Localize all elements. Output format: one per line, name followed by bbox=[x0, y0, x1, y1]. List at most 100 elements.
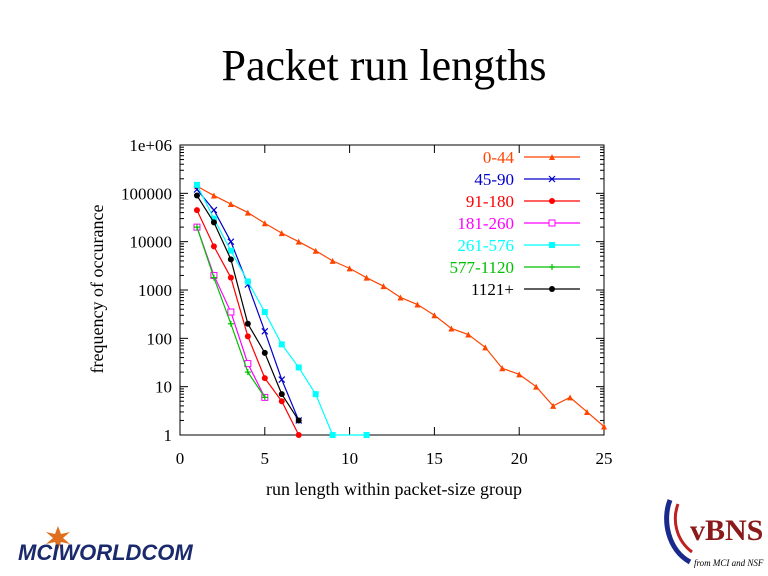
data-point bbox=[193, 181, 200, 188]
data-point bbox=[363, 432, 370, 438]
data-point bbox=[210, 215, 217, 222]
data-point bbox=[244, 278, 251, 285]
series-line bbox=[196, 184, 367, 436]
data-point bbox=[295, 417, 302, 424]
data-point bbox=[244, 320, 251, 327]
legend-marker bbox=[548, 219, 556, 227]
legend-marker bbox=[549, 286, 555, 292]
legend-marker bbox=[549, 242, 555, 248]
swoosh-icon bbox=[664, 499, 692, 565]
data-point bbox=[210, 219, 217, 226]
star-burst-icon bbox=[46, 526, 70, 550]
legend-label: 577-1120 bbox=[449, 258, 514, 277]
data-point bbox=[448, 325, 455, 332]
series-45-90 bbox=[193, 186, 303, 424]
x-tick-label: 15 bbox=[426, 449, 443, 468]
legend-marker bbox=[549, 264, 555, 270]
series-261-576 bbox=[193, 181, 370, 438]
data-point bbox=[261, 327, 269, 335]
data-point bbox=[227, 274, 234, 281]
slide-title: Packet run lengths bbox=[221, 41, 547, 90]
data-point bbox=[227, 238, 235, 246]
legend-label: 181-260 bbox=[457, 214, 514, 233]
data-point bbox=[312, 391, 319, 398]
y-tick-label: 1e+06 bbox=[129, 136, 172, 155]
data-point bbox=[210, 206, 218, 214]
data-point bbox=[295, 238, 302, 245]
data-point bbox=[533, 383, 540, 390]
legend-label: 45-90 bbox=[474, 170, 514, 189]
data-point bbox=[329, 257, 336, 264]
series-line bbox=[196, 195, 300, 421]
x-tick-label: 0 bbox=[176, 449, 185, 468]
y-axis-label: frequency of occurance bbox=[87, 205, 107, 374]
data-point bbox=[312, 247, 319, 254]
data-point bbox=[227, 308, 235, 316]
vbns-logo: vBNS from MCI and NSF bbox=[664, 499, 764, 568]
data-point bbox=[465, 331, 472, 338]
x-tick-label: 5 bbox=[261, 449, 270, 468]
data-series bbox=[193, 181, 607, 438]
legend: 0-44 45-90 91-180 181-260 261-576 577-1120 112… bbox=[449, 148, 580, 299]
data-point bbox=[244, 369, 251, 376]
data-point bbox=[431, 312, 438, 319]
data-point bbox=[295, 364, 302, 371]
data-point bbox=[278, 398, 285, 405]
data-point bbox=[261, 309, 268, 316]
series-line bbox=[196, 185, 605, 427]
data-point bbox=[193, 207, 200, 214]
legend-marker bbox=[549, 198, 555, 204]
mci-logo-text: MCIWORLDCOM bbox=[18, 540, 193, 565]
data-point bbox=[210, 192, 217, 199]
data-point bbox=[278, 376, 286, 384]
data-point bbox=[227, 201, 234, 208]
legend-label: 0-44 bbox=[483, 148, 515, 167]
data-point bbox=[227, 256, 234, 263]
legend-label: 261-576 bbox=[457, 236, 514, 255]
series-91-180 bbox=[193, 207, 302, 438]
series-1121+ bbox=[193, 192, 302, 424]
legend-marker bbox=[548, 175, 556, 183]
data-point bbox=[261, 394, 268, 401]
data-point bbox=[482, 344, 489, 351]
legend-label: 91-180 bbox=[466, 192, 514, 211]
y-tick-label: 1000 bbox=[138, 281, 172, 300]
data-point bbox=[261, 349, 268, 356]
y-tick-label: 100000 bbox=[121, 184, 172, 203]
data-point bbox=[210, 243, 217, 250]
data-point bbox=[397, 294, 404, 301]
legend-label: 1121+ bbox=[471, 280, 514, 299]
series-577-1120 bbox=[193, 224, 268, 401]
vbns-logo-text: vBNS bbox=[690, 514, 763, 547]
data-point bbox=[567, 394, 574, 401]
data-point bbox=[193, 192, 200, 199]
y-tick-label: 100 bbox=[147, 329, 173, 348]
data-point bbox=[414, 301, 421, 308]
data-point bbox=[601, 423, 607, 430]
data-point bbox=[329, 432, 336, 438]
data-point bbox=[346, 265, 353, 272]
data-point bbox=[516, 371, 523, 378]
data-point bbox=[295, 432, 302, 438]
x-tick-label: 10 bbox=[341, 449, 358, 468]
data-point bbox=[227, 320, 234, 327]
data-point bbox=[550, 402, 557, 409]
legend-marker bbox=[549, 154, 555, 160]
mci-worldcom-logo: MCIWORLDCOM bbox=[18, 526, 193, 565]
data-point bbox=[363, 274, 370, 281]
x-tick-label: 25 bbox=[596, 449, 613, 468]
series-0-44 bbox=[193, 183, 607, 430]
data-point bbox=[193, 224, 200, 231]
data-point bbox=[261, 220, 268, 227]
x-tick-label: 20 bbox=[511, 449, 528, 468]
data-point bbox=[227, 247, 234, 254]
y-tick-label: 1 bbox=[164, 426, 173, 445]
x-axis-label: run length within packet-size group bbox=[266, 479, 522, 499]
y-tick-label: 10 bbox=[155, 378, 172, 397]
data-point bbox=[261, 375, 268, 382]
data-point bbox=[278, 391, 285, 398]
data-point bbox=[278, 341, 285, 348]
data-point bbox=[380, 283, 387, 290]
data-point bbox=[278, 230, 285, 237]
